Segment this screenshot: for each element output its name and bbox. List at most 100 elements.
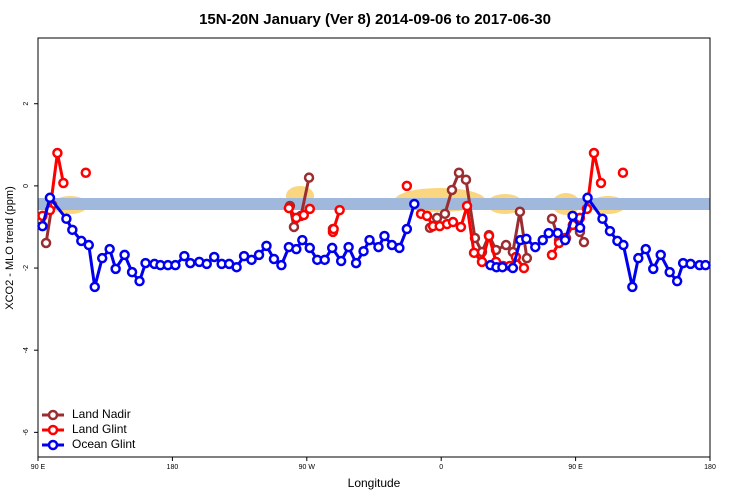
legend-marker	[47, 439, 59, 451]
y-tick-label: -2	[23, 265, 30, 271]
data-point	[276, 259, 287, 271]
data-point	[52, 147, 63, 159]
data-point	[134, 275, 145, 287]
data-point	[67, 224, 78, 236]
data-point	[119, 249, 130, 261]
data-point	[497, 261, 508, 273]
data-point	[617, 167, 629, 178]
data-point	[334, 204, 345, 216]
y-tick-label: 2	[23, 102, 30, 106]
data-point	[664, 266, 675, 278]
legend-marker	[47, 424, 59, 436]
y-tick-label: -4	[23, 347, 30, 353]
data-point	[298, 209, 310, 221]
data-point	[567, 210, 578, 222]
data-point	[685, 258, 696, 270]
data-point	[518, 262, 530, 274]
data-point	[58, 177, 69, 189]
data-point	[476, 256, 488, 268]
data-point	[335, 255, 347, 267]
data-point	[604, 225, 616, 237]
data-point	[328, 223, 339, 235]
data-point	[261, 240, 272, 252]
data-point	[455, 221, 467, 233]
data-point	[483, 230, 495, 242]
data-point	[343, 241, 354, 253]
data-point	[179, 250, 190, 262]
data-point	[640, 243, 652, 255]
data-point	[394, 242, 405, 254]
data-point	[597, 213, 608, 224]
data-point	[126, 266, 138, 278]
data-point	[446, 184, 458, 196]
plot-frame	[37, 37, 711, 458]
data-point	[76, 235, 87, 247]
data-point	[460, 174, 472, 185]
data-point	[96, 252, 108, 264]
data-point	[514, 206, 526, 218]
data-point	[208, 251, 220, 263]
y-tick-label: -6	[23, 429, 30, 435]
data-point	[552, 227, 563, 239]
data-point	[588, 147, 600, 159]
data-point	[253, 249, 265, 261]
data-point	[648, 263, 659, 275]
data-point	[83, 239, 95, 251]
data-point	[44, 192, 56, 204]
data-point	[373, 241, 384, 253]
data-point	[358, 245, 369, 257]
data-point	[231, 261, 242, 273]
data-point	[543, 227, 554, 239]
data-point	[461, 200, 473, 212]
legend-label: Land Glint	[72, 422, 127, 436]
data-point	[246, 254, 257, 266]
data-point	[40, 237, 52, 249]
data-point	[530, 241, 541, 253]
data-point	[319, 254, 330, 266]
legend-marker	[47, 409, 59, 421]
data-point	[521, 233, 532, 245]
x-tick-label: 0	[439, 464, 443, 471]
data-point	[521, 252, 533, 264]
data-point	[500, 239, 512, 251]
data-point	[268, 253, 280, 265]
data-point	[421, 210, 433, 222]
data-point	[304, 203, 316, 215]
data-point	[439, 208, 451, 220]
data-point	[401, 223, 413, 235]
data-point	[431, 212, 443, 224]
data-point	[170, 259, 181, 271]
x-axis-label: Longitude	[348, 476, 401, 490]
data-point	[201, 258, 212, 270]
data-point	[104, 243, 115, 255]
data-point	[80, 167, 92, 178]
data-point	[574, 222, 586, 234]
legend-label: Ocean Glint	[72, 437, 136, 451]
data-point	[655, 249, 666, 261]
data-point	[447, 216, 459, 228]
data-point	[453, 167, 465, 178]
x-tick-label: 90 W	[299, 464, 316, 471]
x-tick-label: 90 E	[568, 464, 583, 471]
x-tick-label: 90 E	[31, 464, 46, 471]
data-point	[595, 177, 607, 189]
data-point	[627, 281, 638, 293]
data-point	[283, 202, 295, 214]
data-point	[37, 220, 48, 232]
data-point	[578, 236, 590, 248]
data-point	[61, 213, 72, 224]
data-point	[633, 252, 644, 264]
data-point	[326, 242, 338, 254]
data-point	[546, 213, 558, 224]
data-point	[671, 275, 683, 287]
x-tick-label: 180	[704, 464, 716, 471]
data-point	[350, 257, 362, 269]
y-axis-label: XCO2 - MLO trend (ppm)	[4, 186, 16, 309]
data-point	[546, 249, 558, 261]
data-point	[379, 230, 390, 242]
data-point	[110, 263, 121, 275]
data-point	[409, 198, 420, 210]
data-point	[700, 259, 711, 271]
data-point	[291, 243, 302, 255]
